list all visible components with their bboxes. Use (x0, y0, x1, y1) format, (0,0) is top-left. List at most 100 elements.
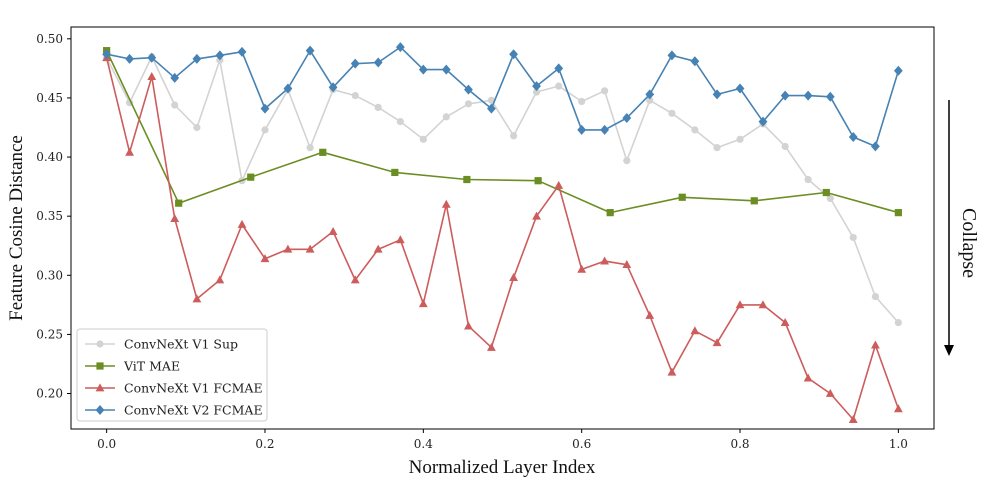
x-tick-label: 0.6 (572, 437, 591, 451)
data-point (418, 299, 428, 308)
data-point (395, 235, 405, 244)
data-point (622, 113, 632, 124)
data-point (736, 135, 744, 143)
data-point (283, 244, 293, 253)
data-point (554, 63, 564, 74)
data-point (825, 388, 835, 397)
data-point (328, 226, 338, 235)
data-point (373, 57, 383, 68)
data-point (192, 294, 202, 303)
y-tick-label: 0.50 (36, 32, 63, 46)
data-point (215, 275, 225, 284)
data-point (678, 193, 686, 201)
data-point (713, 144, 721, 152)
data-point (170, 213, 180, 222)
data-point (780, 90, 790, 101)
series-group (103, 47, 902, 217)
y-tick-label: 0.40 (36, 150, 63, 164)
data-point (600, 124, 610, 135)
data-point (260, 254, 270, 263)
data-point (871, 292, 880, 301)
data-point (781, 142, 789, 151)
data-point (691, 126, 699, 134)
data-point (215, 50, 225, 61)
data-point (758, 300, 768, 309)
data-point (555, 82, 563, 90)
data-point (305, 45, 315, 56)
data-point (758, 116, 768, 127)
data-point (418, 64, 428, 75)
data-point (441, 199, 451, 208)
collapse-label: Collapse (958, 208, 980, 278)
x-tick-label: 0.8 (730, 437, 749, 451)
data-point (464, 100, 473, 108)
x-tick-label: 0.4 (414, 437, 433, 451)
data-point (247, 173, 255, 181)
data-point (419, 135, 427, 143)
data-point (350, 275, 360, 284)
data-point (600, 256, 610, 265)
legend-marker (96, 340, 104, 348)
data-point (668, 109, 676, 117)
data-point (825, 91, 835, 102)
data-point (147, 72, 157, 81)
data-point (125, 147, 134, 156)
data-point (261, 126, 269, 134)
data-point (601, 87, 609, 95)
data-point (667, 367, 677, 376)
legend-marker (95, 383, 105, 392)
legend-label: ConvNeXt V2 FCMAE (124, 403, 263, 418)
collapse-arrow-down-icon (944, 345, 954, 356)
data-point (305, 244, 315, 253)
data-point (894, 318, 902, 327)
data-point (442, 113, 450, 121)
data-point (826, 194, 834, 203)
data-point (170, 72, 180, 83)
data-point (848, 414, 858, 423)
data-point (893, 404, 903, 413)
axis-ticks: 0.0 0.2 0.4 0.6 0.8 1.0 0.20 0.25 0.30 0.35 0.40 0.… (36, 32, 908, 451)
legend-label: ConvNeXt V1 Sup (124, 337, 238, 352)
y-tick-label: 0.25 (36, 327, 63, 341)
y-tick-label: 0.35 (36, 209, 63, 223)
data-point (554, 180, 564, 189)
data-point (350, 58, 360, 69)
series-layer (102, 42, 903, 423)
data-point (606, 209, 614, 217)
data-point (849, 233, 857, 242)
legend-frame (76, 328, 268, 422)
data-point (192, 53, 202, 64)
data-point (374, 103, 382, 111)
data-point (578, 97, 586, 106)
data-point (532, 88, 541, 96)
collapse-annotation: Collapse (944, 100, 980, 356)
y-tick-label: 0.30 (36, 268, 63, 282)
data-point (532, 81, 541, 92)
x-tick-label: 1.0 (889, 437, 908, 451)
data-point (395, 42, 405, 53)
data-point (848, 131, 858, 142)
data-point (532, 211, 541, 220)
data-point (750, 197, 758, 205)
series-line (105, 50, 899, 214)
x-tick-label: 0.2 (255, 437, 274, 451)
y-tick-label: 0.45 (36, 91, 63, 105)
x-axis-title: Normalized Layer Index (409, 457, 596, 478)
data-point (690, 56, 700, 67)
y-axis-title: Feature Cosine Distance (6, 135, 27, 321)
data-point (534, 177, 542, 185)
data-point (623, 157, 631, 165)
data-point (306, 144, 314, 152)
x-tick-label: 0.0 (97, 437, 116, 451)
series-group (103, 52, 902, 327)
data-point (893, 65, 903, 76)
data-point (147, 52, 157, 63)
data-point (373, 244, 383, 253)
series-line (105, 55, 899, 324)
data-point (171, 101, 179, 109)
data-point (509, 273, 518, 282)
data-point (237, 219, 247, 228)
data-point (871, 340, 880, 349)
data-point (509, 49, 518, 60)
data-point (464, 84, 473, 95)
